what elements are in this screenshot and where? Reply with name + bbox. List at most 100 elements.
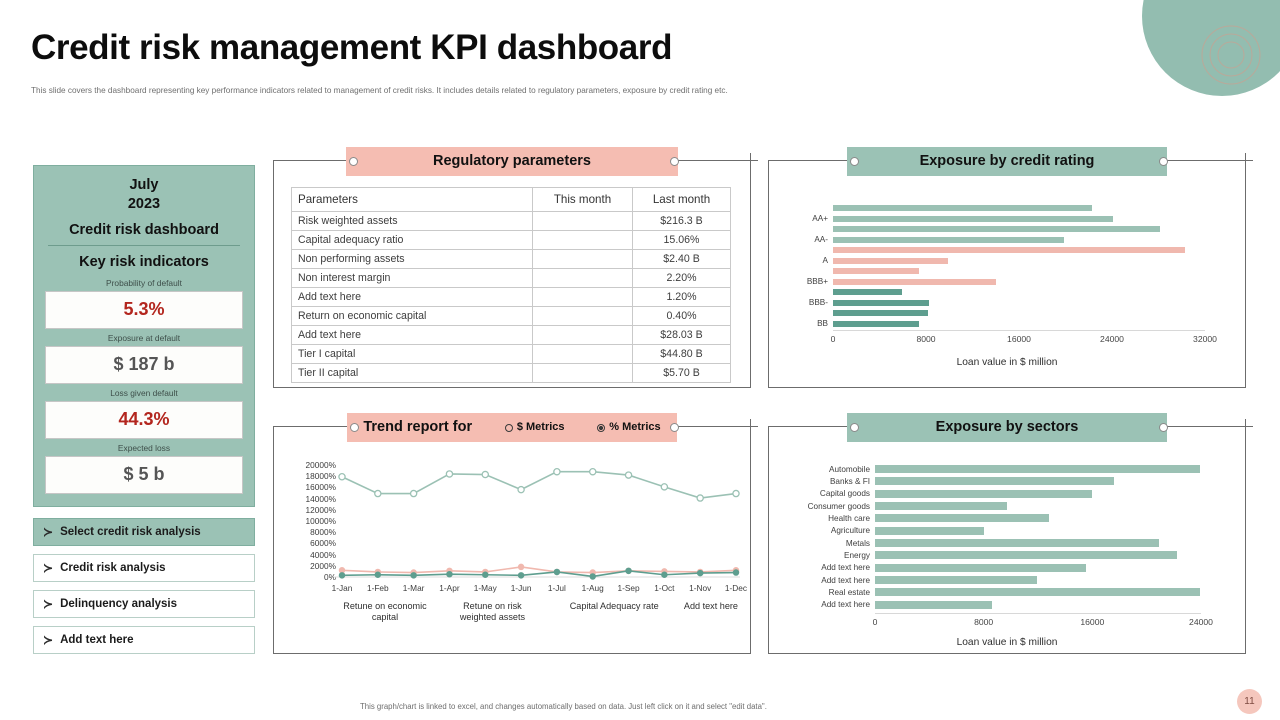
kpi-list: Probability of default 5.3% Exposure at de… — [45, 274, 243, 495]
kpi-value-box: 44.3% — [45, 401, 243, 440]
bar-row: Capital goods — [783, 488, 1201, 500]
legend-percent-metrics[interactable]: % Metrics — [597, 413, 661, 442]
regulatory-title: Regulatory parameters — [346, 147, 678, 176]
radio-icon[interactable] — [504, 423, 513, 432]
bar-category-label: A — [822, 256, 828, 266]
table-row: Return on economic capital 0.40% — [291, 306, 731, 326]
y-axis-tick-label: 18000% — [305, 471, 336, 482]
table-cell-this-month — [532, 249, 633, 269]
legend-dollar-metrics[interactable]: $ Metrics — [504, 413, 565, 442]
regulatory-table: Parameters This month Last month Risk weig… — [291, 187, 731, 383]
bar-fill — [833, 320, 920, 327]
trend-data-point — [625, 567, 632, 575]
bar-fill — [833, 299, 929, 306]
table-row: Non performing assets $2.40 B — [291, 249, 731, 269]
x-axis-tick-label: 1-Apr — [439, 583, 460, 593]
bar-row: Agriculture — [783, 525, 1201, 537]
bar-row: Energy — [783, 549, 1201, 561]
sidebar-menu-item-2[interactable]: ≻ Delinquency analysis — [33, 590, 255, 619]
kpi-label: Probability of default — [106, 278, 182, 289]
bar-category-label: Add text here — [821, 563, 870, 573]
bar-fill — [833, 205, 1093, 212]
kpi-value-box: $ 5 b — [45, 456, 243, 495]
kpi-value: $ 5 b — [123, 464, 165, 485]
bar-row: AA- — [783, 235, 1205, 246]
bar-category-label: Real estate — [828, 587, 870, 597]
kpi-value-box: 5.3% — [45, 291, 243, 330]
kpi-value: $ 187 b — [113, 354, 175, 375]
credit-rating-chart: AA+ AA- A BBB+ BBB- BB 0 8000 16000 24000 32000 L… — [783, 193, 1231, 379]
bar-fill — [833, 289, 902, 296]
bar-row: AA+ — [783, 214, 1205, 225]
bar-fill — [875, 514, 1049, 523]
bar-row: Banks & FI — [783, 475, 1201, 487]
trend-group-label: Retune on economic capital — [343, 601, 427, 623]
bar-fill — [833, 236, 1065, 243]
trend-line-series-1 — [341, 566, 737, 574]
bar-fill — [875, 539, 1159, 548]
bar-fill — [833, 247, 1186, 254]
table-row: Risk weighted assets $216.3 B — [291, 211, 731, 231]
bar-row — [783, 287, 1205, 298]
kpi-label: Exposure at default — [107, 333, 181, 344]
bar-row — [783, 224, 1205, 235]
bar-row: Consumer goods — [783, 500, 1201, 512]
title-knob-left — [349, 156, 358, 166]
panel-corner-mark — [1238, 419, 1253, 434]
title-knob-left — [350, 422, 359, 432]
sectors-title: Exposure by sectors — [847, 413, 1167, 442]
table-cell-this-month — [532, 306, 633, 326]
y-axis-tick-label: 4000% — [310, 549, 336, 560]
page-subtitle: This slide covers the dashboard represen… — [31, 86, 728, 95]
table-cell-last-month: 2.20% — [632, 268, 731, 288]
panel-corner-mark — [1238, 153, 1253, 168]
sidebar-menu-item-1[interactable]: ≻ Credit risk analysis — [33, 554, 255, 583]
y-axis-tick-label: 2000% — [310, 560, 336, 571]
sidebar-menu: ≻ Select credit risk analysis ≻ Credit risk… — [33, 518, 255, 655]
sidebar-menu-item-label: Select credit risk analysis — [60, 526, 201, 539]
trend-data-point — [410, 572, 417, 579]
bar-category-label: Automobile — [829, 464, 870, 474]
title-knob-left — [850, 156, 859, 166]
x-axis-tick-label: 1-Nov — [689, 583, 712, 593]
trend-data-point — [660, 483, 669, 491]
kpi-value-box: $ 187 b — [45, 346, 243, 385]
bar-category-label: Health care — [828, 513, 870, 523]
bar-row — [783, 308, 1205, 319]
table-column-header: Parameters — [291, 187, 533, 212]
sidebar-menu-item-0[interactable]: ≻ Select credit risk analysis — [33, 518, 255, 547]
bar-row: Metals — [783, 537, 1201, 549]
y-axis-tick-label: 12000% — [305, 504, 336, 515]
trend-data-point — [517, 563, 525, 571]
kpi-value: 44.3% — [118, 409, 170, 430]
sidebar-year: 2023 — [127, 195, 161, 212]
x-axis-tick-label: 1-Jan — [331, 583, 353, 593]
bar-fill — [875, 600, 992, 609]
sidebar: July 2023 Credit risk dashboard Key risk… — [33, 165, 255, 662]
bar-category-label: BB — [817, 319, 828, 329]
trend-data-point — [445, 470, 454, 478]
credit-rating-title: Exposure by credit rating — [847, 147, 1167, 176]
x-axis-tick-label: 1-May — [473, 583, 497, 593]
bar-fill — [875, 551, 1177, 560]
trend-data-point — [661, 571, 668, 579]
sidebar-menu-item-3[interactable]: ≻ Add text here — [33, 626, 255, 655]
radio-icon-selected[interactable] — [597, 423, 606, 432]
table-cell-last-month: $216.3 B — [632, 211, 731, 231]
bar-category-label: Consumer goods — [807, 501, 870, 511]
bar-category-label: Energy — [844, 550, 870, 560]
title-knob-left — [850, 422, 859, 432]
trend-data-point — [517, 572, 525, 579]
table-cell-parameter: Add text here — [291, 325, 533, 345]
trend-data-point — [624, 471, 633, 479]
bar-category-label: Add text here — [821, 600, 870, 610]
table-header-row: Parameters This month Last month — [291, 187, 731, 212]
sidebar-dashboard-label: Credit risk dashboard — [48, 213, 240, 247]
bar-row — [783, 245, 1205, 256]
bar-row: Automobile — [783, 463, 1201, 475]
trend-data-point — [409, 489, 418, 498]
chevron-right-icon: ≻ — [43, 633, 54, 648]
trend-data-point — [732, 569, 740, 576]
trend-data-point — [589, 573, 596, 580]
kpi-value: 5.3% — [123, 299, 165, 320]
